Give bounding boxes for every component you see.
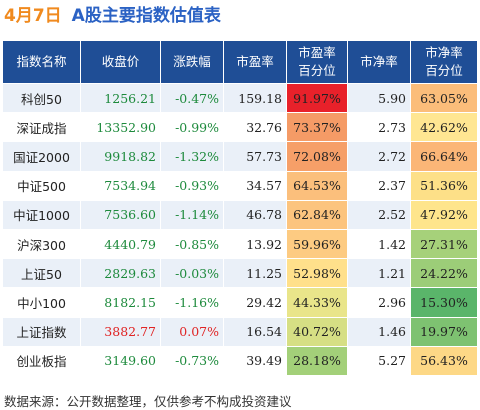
header-close: 收盘价 [81,41,161,84]
data-source-note: 数据来源：公开数据整理，仅供参考不构成投资建议 [4,394,292,409]
page-title: 4月7日 A股主要指数估值表 [4,2,221,30]
header-change: 涨跌幅 [161,41,224,84]
pb-ratio: 2.96 [348,288,411,318]
valuation-table: 指数名称 收盘价 涨跌幅 市盈率 市盈率 百分位 市净率 市净率 百分位 科创50 … [3,41,477,376]
pe-ratio: 32.76 [224,113,287,143]
pb-percentile: 51.36% [411,171,477,201]
pb-ratio: 2.72 [348,142,411,172]
change-percent: -1.14% [161,200,224,230]
pb-ratio: 2.73 [348,113,411,143]
table-row: 中小100 8182.15 -1.16% 29.42 44.33% 2.96 1… [3,288,477,318]
pe-ratio: 46.78 [224,200,287,230]
table-header-row: 指数名称 收盘价 涨跌幅 市盈率 市盈率 百分位 市净率 市净率 百分位 [3,41,477,84]
close-price: 9918.82 [81,142,161,172]
change-percent: -0.47% [161,84,224,114]
index-name: 上证50 [3,259,81,289]
pe-percentile: 62.84% [287,200,348,230]
pb-percentile: 63.05% [411,84,477,114]
close-price: 3882.77 [81,317,161,347]
pe-percentile: 73.37% [287,113,348,143]
change-percent: -1.32% [161,142,224,172]
close-price: 4440.79 [81,229,161,260]
pe-percentile: 91.97% [287,84,348,114]
pb-ratio: 5.27 [348,346,411,376]
header-pe-percentile: 市盈率 百分位 [287,41,348,84]
index-name: 中小100 [3,288,81,318]
pb-percentile: 47.92% [411,200,477,230]
pb-ratio: 1.42 [348,229,411,260]
table-row: 科创50 1256.21 -0.47% 159.18 91.97% 5.90 6… [3,84,477,114]
pb-ratio: 2.52 [348,200,411,230]
table-row: 中证1000 7536.60 -1.14% 46.78 62.84% 2.52 … [3,200,477,230]
pe-percentile: 64.53% [287,171,348,201]
pb-ratio: 2.37 [348,171,411,201]
pb-ratio: 5.90 [348,84,411,114]
pb-ratio: 1.21 [348,259,411,289]
table-row: 上证50 2829.63 -0.03% 11.25 52.98% 1.21 24… [3,259,477,289]
change-percent: 0.07% [161,317,224,347]
change-percent: -1.16% [161,288,224,318]
table-row: 沪深300 4440.79 -0.85% 13.92 59.96% 1.42 2… [3,229,477,260]
close-price: 7536.60 [81,200,161,230]
pb-percentile: 66.64% [411,142,477,172]
pe-ratio: 11.25 [224,259,287,289]
title-date: 4月7日 [4,6,62,26]
close-price: 8182.15 [81,288,161,318]
index-name: 沪深300 [3,229,81,260]
table-row: 创业板指 3149.60 -0.73% 39.49 28.18% 5.27 56… [3,346,477,376]
pe-ratio: 159.18 [224,84,287,114]
pe-percentile: 52.98% [287,259,348,289]
pe-percentile: 28.18% [287,346,348,376]
change-percent: -0.85% [161,229,224,260]
pe-ratio: 39.49 [224,346,287,376]
table-row: 中证500 7534.94 -0.93% 34.57 64.53% 2.37 5… [3,171,477,201]
pb-ratio: 1.46 [348,317,411,347]
index-name: 上证指数 [3,317,81,347]
index-name: 深证成指 [3,113,81,143]
index-name: 科创50 [3,84,81,114]
table-row: 深证成指 13352.90 -0.99% 32.76 73.37% 2.73 4… [3,113,477,143]
table-row: 国证2000 9918.82 -1.32% 57.73 72.08% 2.72 … [3,142,477,172]
pb-percentile: 27.31% [411,229,477,260]
index-name: 中证500 [3,171,81,201]
header-pb-percentile: 市净率 百分位 [411,41,477,84]
pe-percentile: 59.96% [287,229,348,260]
pe-percentile: 44.33% [287,288,348,318]
header-pe: 市盈率 [224,41,287,84]
change-percent: -0.99% [161,113,224,143]
title-text: A股主要指数估值表 [71,6,221,26]
pe-ratio: 16.54 [224,317,287,347]
pb-percentile: 24.22% [411,259,477,289]
pb-percentile: 56.43% [411,346,477,376]
pb-percentile: 42.62% [411,113,477,143]
close-price: 7534.94 [81,171,161,201]
table-row: 上证指数 3882.77 0.07% 16.54 40.72% 1.46 19.… [3,317,477,347]
close-price: 2829.63 [81,259,161,289]
change-percent: -0.73% [161,346,224,376]
pe-percentile: 72.08% [287,142,348,172]
close-price: 3149.60 [81,346,161,376]
pe-ratio: 13.92 [224,229,287,260]
close-price: 1256.21 [81,84,161,114]
change-percent: -0.93% [161,171,224,201]
close-price: 13352.90 [81,113,161,143]
pe-ratio: 29.42 [224,288,287,318]
pb-percentile: 15.30% [411,288,477,318]
pe-ratio: 57.73 [224,142,287,172]
index-name: 国证2000 [3,142,81,172]
header-pb: 市净率 [348,41,411,84]
pe-ratio: 34.57 [224,171,287,201]
change-percent: -0.03% [161,259,224,289]
index-name: 中证1000 [3,200,81,230]
header-index-name: 指数名称 [3,41,81,84]
pe-percentile: 40.72% [287,317,348,347]
pb-percentile: 19.97% [411,317,477,347]
index-name: 创业板指 [3,346,81,376]
